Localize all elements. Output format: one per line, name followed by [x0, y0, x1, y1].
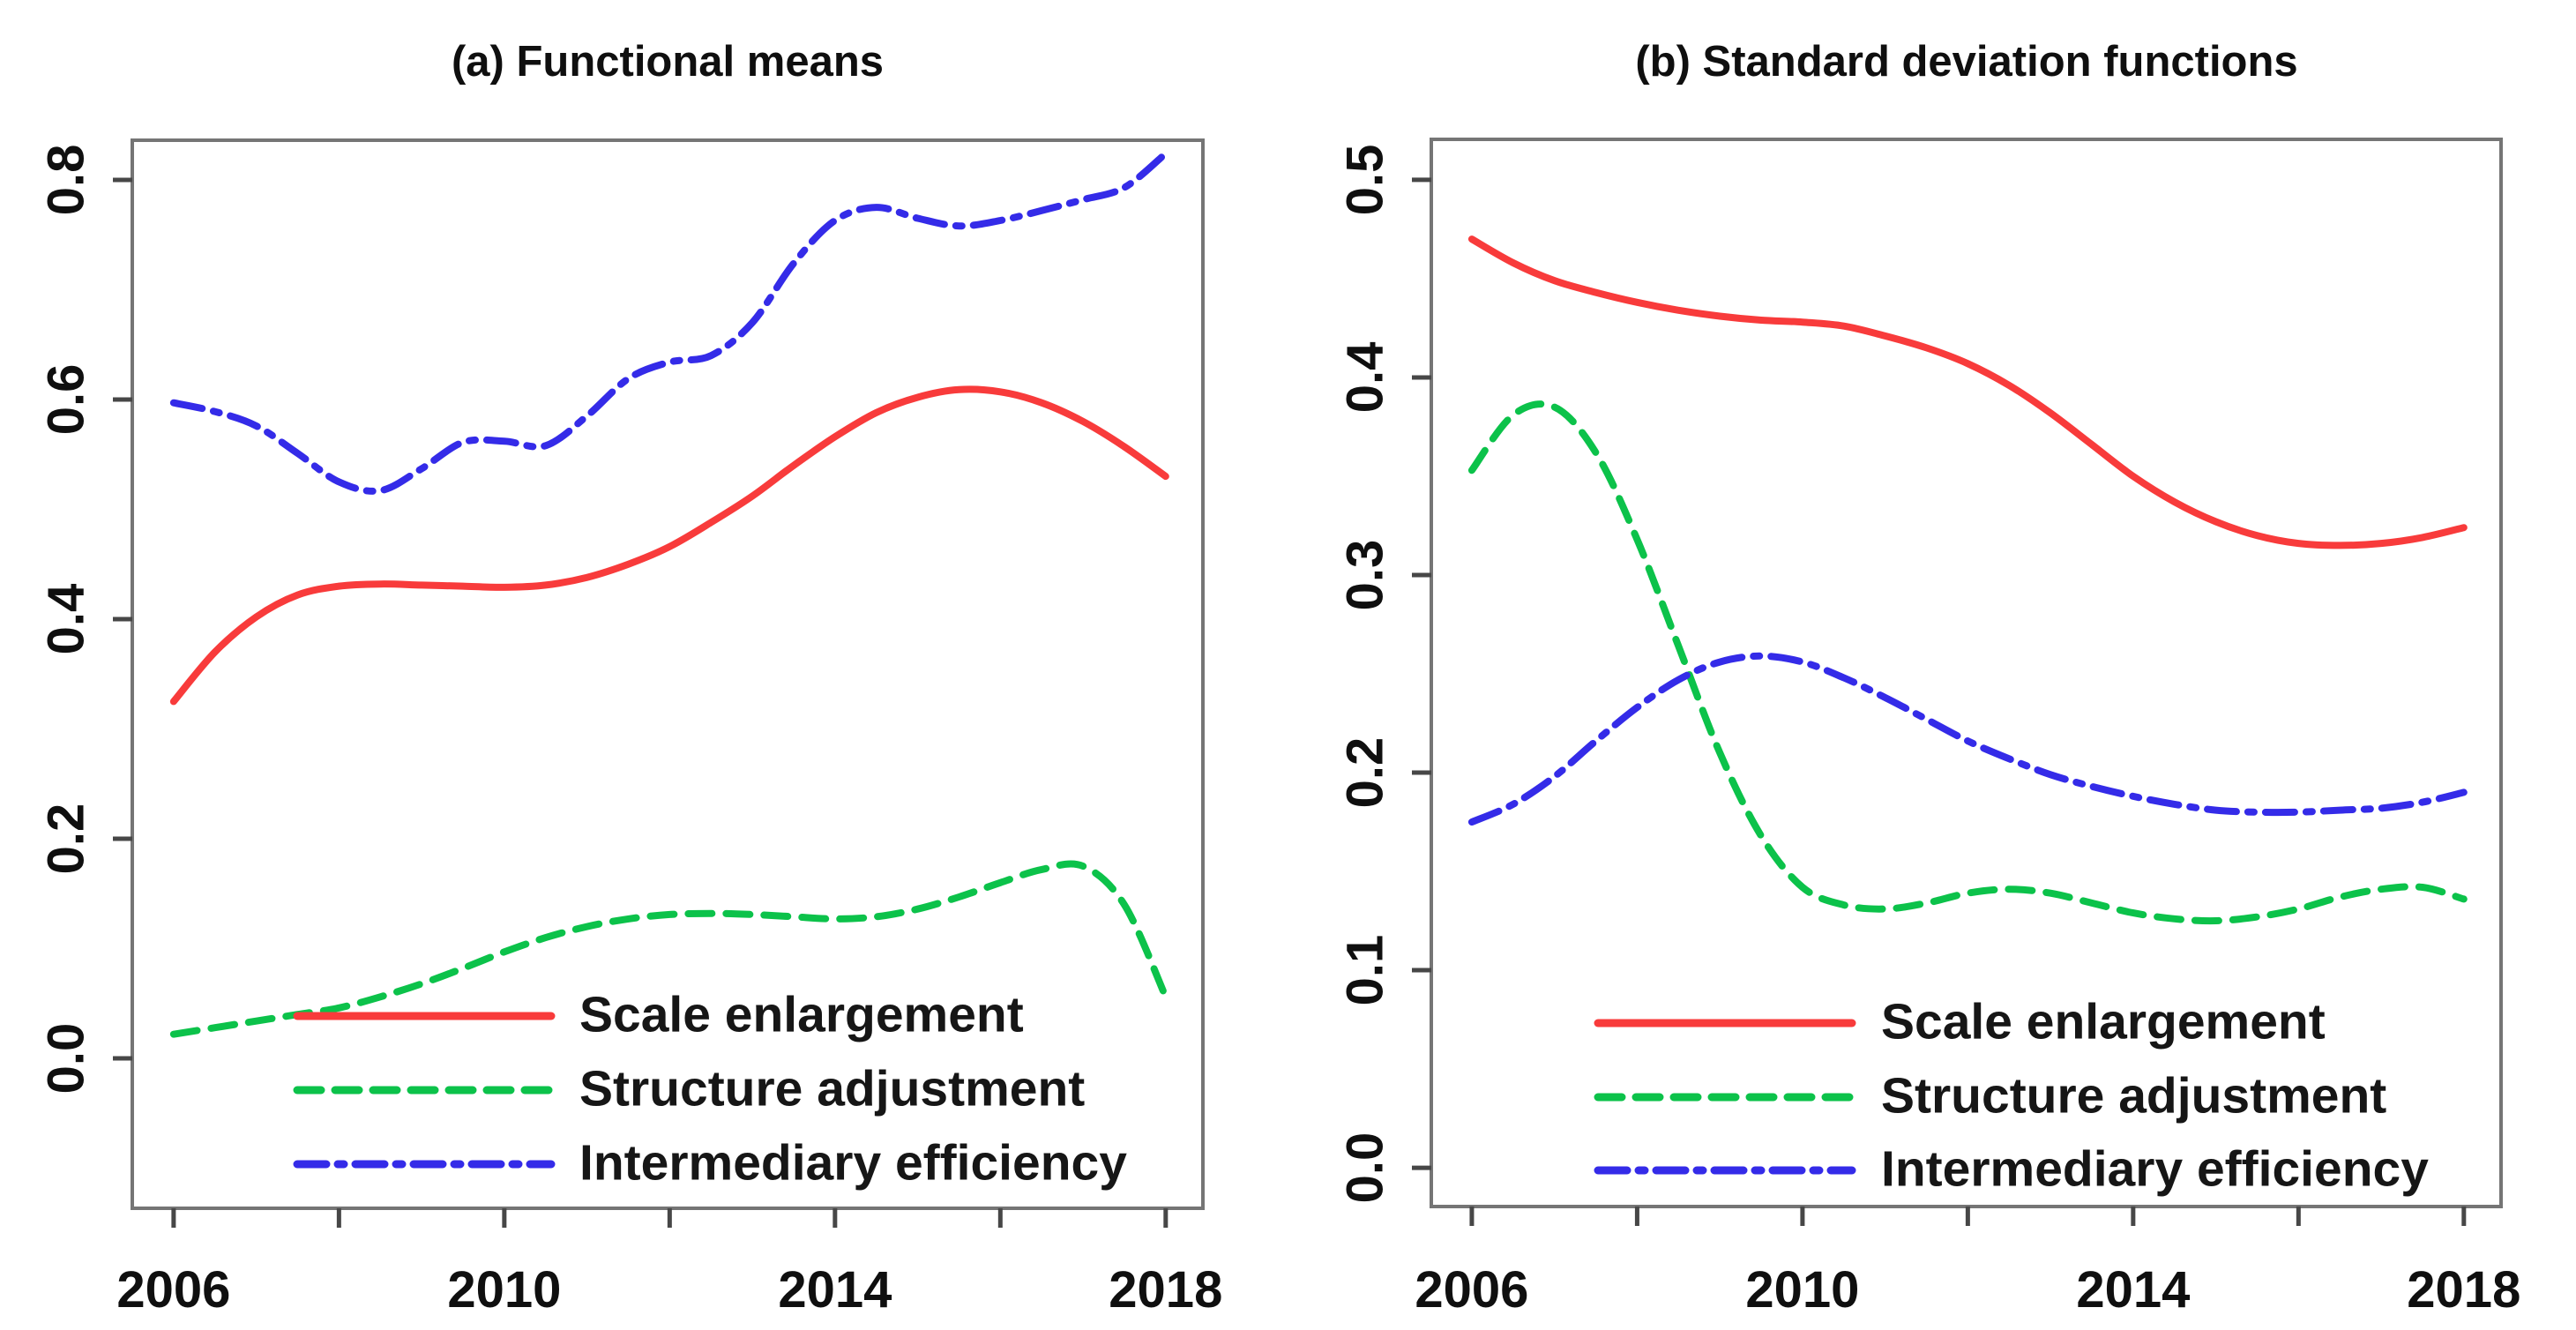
panel-b-y-tick-label-0: 0.0 — [1337, 1132, 1394, 1204]
panel-b-y-tick-label-3: 0.3 — [1337, 540, 1394, 611]
panel-b-y-tick-label-4: 0.4 — [1337, 342, 1394, 414]
legend-label-scale-enlargement-b: Scale enlargement — [1881, 993, 2326, 1050]
panel-b-curve-structure-adjustment — [1467, 400, 2468, 925]
panel-b-x-tick-label-2014: 2014 — [2076, 1261, 2190, 1319]
panel-b-curve-intermediary-efficiency — [1467, 652, 2468, 826]
legend-label-structure-adjustment-b: Structure adjustment — [1881, 1067, 2387, 1125]
panel-a-y-tick-label-4: 0.8 — [38, 145, 95, 216]
panel-b-x-tick-label-2006: 2006 — [1415, 1261, 1528, 1319]
legend-label-structure-adjustment-a: Structure adjustment — [579, 1060, 1086, 1117]
panel-b-curve-scale-enlargement — [1467, 235, 2468, 549]
panel-b-y-tick-label-1: 0.1 — [1337, 935, 1394, 1006]
panel-b-y-tick-label-2: 0.2 — [1337, 737, 1394, 809]
panel-b-x-tick-label-2018: 2018 — [2407, 1261, 2520, 1319]
panel-a-plot-box — [131, 138, 1205, 1210]
panel-a-y-tick-label-2: 0.4 — [38, 584, 95, 655]
panel-a-x-tick-label-2010: 2010 — [447, 1261, 561, 1319]
panel-a-y-tick-label-1: 0.2 — [38, 803, 95, 875]
panel-a-y-tick-label-0: 0.0 — [38, 1023, 95, 1095]
panel-b-title: (b) Standard deviation functions — [1635, 38, 2298, 86]
panel-a-x-tick-label-2018: 2018 — [1109, 1261, 1222, 1319]
panel-a-title: (a) Functional means — [451, 38, 885, 86]
panel-a-x-tick-label-2014: 2014 — [778, 1261, 892, 1319]
legend-label-intermediary-efficiency-b: Intermediary efficiency — [1881, 1140, 2429, 1198]
panel-a-curve-structure-adjustment — [169, 860, 1169, 1038]
panel-a-curve-scale-enlargement — [169, 385, 1169, 706]
panel-a-y-tick-label-3: 0.6 — [38, 364, 95, 436]
panel-b-y-tick-label-5: 0.5 — [1337, 145, 1394, 216]
panel-a-curve-intermediary-efficiency — [169, 150, 1169, 495]
legend-label-intermediary-efficiency-a: Intermediary efficiency — [579, 1134, 1127, 1192]
panel-b-x-tick-label-2010: 2010 — [1745, 1261, 1859, 1319]
panel-a-x-tick-label-2006: 2006 — [116, 1261, 230, 1319]
legend-label-scale-enlargement-a: Scale enlargement — [579, 986, 1024, 1043]
